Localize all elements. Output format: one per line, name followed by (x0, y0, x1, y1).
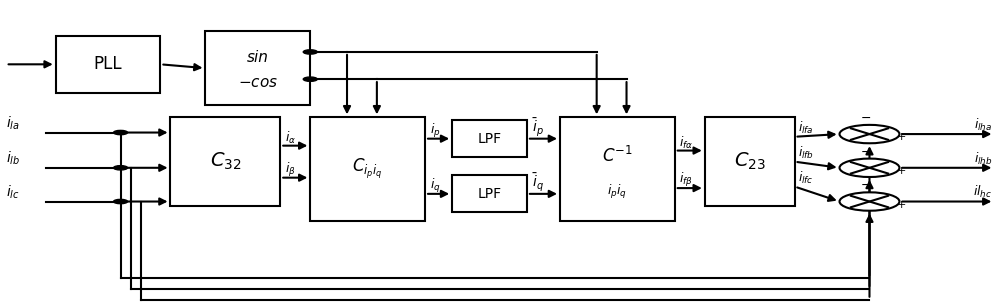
Text: $i_{\alpha}$: $i_{\alpha}$ (285, 130, 296, 146)
Circle shape (114, 166, 128, 170)
Circle shape (840, 192, 899, 211)
Text: $i_{lfc}$: $i_{lfc}$ (798, 170, 813, 186)
Text: $i_{f\alpha}$: $i_{f\alpha}$ (679, 135, 693, 151)
Text: $+$: $+$ (896, 199, 907, 210)
Bar (560, 117, 675, 221)
Circle shape (303, 77, 317, 81)
Circle shape (840, 125, 899, 143)
Text: sin: sin (247, 50, 269, 65)
Bar (452, 176, 527, 212)
Text: $-$: $-$ (860, 111, 871, 124)
Text: $-$: $-$ (860, 178, 871, 191)
Text: $C_{32}$: $C_{32}$ (210, 151, 241, 172)
Circle shape (840, 159, 899, 177)
Text: $i_{lb}$: $i_{lb}$ (6, 150, 20, 167)
Text: $i_p$: $i_p$ (430, 122, 441, 140)
Text: $\bar{i}_p$: $\bar{i}_p$ (532, 117, 544, 139)
Text: $i_{la}$: $i_{la}$ (6, 115, 20, 132)
Text: $\bar{i}_q$: $\bar{i}_q$ (532, 172, 544, 194)
Text: $i_{f\beta}$: $i_{f\beta}$ (679, 172, 693, 189)
Text: $i_{lfb}$: $i_{lfb}$ (798, 145, 814, 161)
Text: $il_{hc}$: $il_{hc}$ (973, 184, 992, 201)
Bar (205, 31, 310, 105)
Text: $C_{i_p i_q}$: $C_{i_p i_q}$ (352, 157, 383, 181)
Bar (452, 120, 527, 157)
Bar (170, 117, 280, 206)
Text: $i_p i_q$: $i_p i_q$ (607, 183, 627, 201)
Circle shape (114, 130, 128, 135)
Bar (56, 36, 160, 93)
Circle shape (114, 199, 128, 204)
Bar (310, 117, 425, 221)
Text: $-$cos: $-$cos (238, 75, 278, 90)
Text: $C^{-1}$: $C^{-1}$ (602, 146, 633, 166)
Text: $i_{lha}$: $i_{lha}$ (974, 117, 992, 133)
Text: $i_{lc}$: $i_{lc}$ (6, 184, 19, 201)
Text: $-$: $-$ (860, 145, 871, 158)
Text: $+$: $+$ (896, 131, 907, 142)
Text: $C_{23}$: $C_{23}$ (734, 151, 766, 172)
Circle shape (303, 50, 317, 54)
Text: $+$: $+$ (896, 165, 907, 176)
Text: $i_{lhb}$: $i_{lhb}$ (974, 151, 992, 167)
Text: $i_{lfa}$: $i_{lfa}$ (798, 120, 813, 136)
Text: LPF: LPF (477, 187, 502, 201)
Text: LPF: LPF (477, 132, 502, 146)
Text: PLL: PLL (94, 55, 122, 73)
Text: $i_q$: $i_q$ (430, 177, 441, 195)
Text: $i_{\beta}$: $i_{\beta}$ (285, 161, 296, 179)
Bar (705, 117, 795, 206)
